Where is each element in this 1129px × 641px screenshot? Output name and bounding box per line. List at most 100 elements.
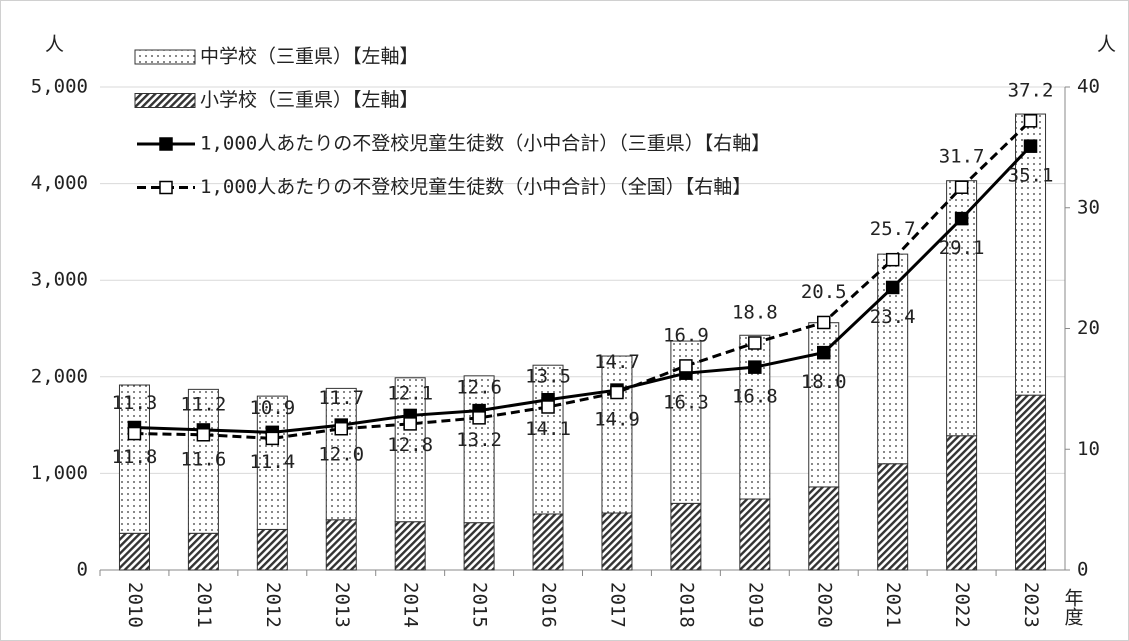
data-label: 11.8 <box>112 446 158 468</box>
x-tick-label: 2011 <box>193 582 215 628</box>
bar <box>670 502 702 571</box>
line <box>134 145 1032 434</box>
bar <box>463 375 495 524</box>
bar <box>739 498 771 571</box>
bar <box>325 387 357 521</box>
marker <box>748 360 762 374</box>
marker <box>954 211 969 226</box>
data-label: 16.9 <box>663 324 709 346</box>
x-tick-label: 2010 <box>124 582 146 628</box>
data-label: 11.2 <box>181 393 227 415</box>
bar <box>118 384 150 534</box>
marker <box>679 359 693 373</box>
data-label: 20.5 <box>801 281 847 303</box>
y-tick-label: 2,000 <box>31 365 88 387</box>
bar <box>808 486 840 571</box>
data-label: 14.7 <box>594 351 640 373</box>
marker <box>403 417 417 431</box>
legend-marker <box>159 180 173 195</box>
data-label: 14.9 <box>594 409 640 431</box>
marker <box>610 385 624 400</box>
marker <box>472 411 486 425</box>
x-tick-label: 2019 <box>744 582 766 628</box>
data-label: 23.4 <box>870 306 916 328</box>
marker <box>334 421 348 436</box>
x-tick-label: 2017 <box>606 582 628 628</box>
x-unit: 年度 <box>1062 588 1084 626</box>
marker <box>817 315 831 330</box>
legend-label: 小学校（三重県）【左軸】 <box>200 89 419 111</box>
bar <box>394 521 426 571</box>
data-label: 35.1 <box>1008 165 1054 187</box>
bar <box>256 528 288 571</box>
data-label: 18.0 <box>801 371 847 393</box>
x-tick-label: 2018 <box>675 582 697 628</box>
y-tick-label: 1,000 <box>31 462 88 484</box>
y-tick-label: 0 <box>77 559 88 581</box>
legend-swatch <box>134 93 196 108</box>
bar <box>1015 113 1047 396</box>
legend-label: 中学校（三重県）【左軸】 <box>200 46 419 68</box>
line <box>134 119 1032 440</box>
bar <box>877 253 909 465</box>
y-tick-label: 3,000 <box>31 269 88 291</box>
data-label: 10.9 <box>249 397 295 419</box>
marker <box>127 426 142 441</box>
y2-tick-label: 30 <box>1077 196 1100 218</box>
y2-unit: 人 <box>1097 34 1116 56</box>
y2-tick-label: 10 <box>1077 438 1100 460</box>
x-tick-label: 2020 <box>813 582 835 628</box>
y2-tick-label: 40 <box>1077 76 1100 98</box>
marker <box>885 280 900 295</box>
marker <box>748 336 762 350</box>
bar <box>601 512 633 571</box>
marker <box>885 252 900 267</box>
data-label: 16.8 <box>732 386 778 408</box>
data-label: 14.1 <box>525 418 571 440</box>
data-label: 25.7 <box>870 218 916 240</box>
x-tick-label: 2022 <box>951 582 973 628</box>
data-label: 12.8 <box>387 434 433 456</box>
marker <box>541 400 555 414</box>
data-label: 12.0 <box>318 444 364 466</box>
data-label: 11.4 <box>249 451 295 473</box>
bar <box>532 364 564 515</box>
data-label: 18.8 <box>732 301 778 323</box>
bar <box>601 355 633 514</box>
x-tick-label: 2021 <box>882 582 904 628</box>
marker <box>1023 139 1038 153</box>
marker <box>954 180 969 194</box>
marker <box>1023 114 1038 128</box>
legend-marker <box>159 137 173 151</box>
bar <box>325 519 357 571</box>
bar <box>877 463 909 571</box>
y2-tick-label: 0 <box>1077 559 1088 581</box>
data-label: 12.6 <box>456 376 502 398</box>
x-tick-label: 2013 <box>331 582 353 628</box>
x-tick-label: 2014 <box>400 582 422 628</box>
data-label: 11.7 <box>318 387 364 409</box>
legend-label: 1,000人あたりの不登校児童生徒数（小中合計）（三重県）【右軸】 <box>200 133 770 155</box>
bar <box>256 395 288 530</box>
bar <box>187 532 219 571</box>
data-label: 11.6 <box>181 448 227 470</box>
y-tick-label: 5,000 <box>31 76 88 98</box>
legend-label: 1,000人あたりの不登校児童生徒数（小中合計）（全国）【右軸】 <box>200 176 751 198</box>
bar <box>1015 394 1047 571</box>
marker <box>817 345 831 360</box>
x-tick-label: 2015 <box>469 582 491 628</box>
bar <box>394 377 426 523</box>
y2-tick-label: 20 <box>1077 317 1100 339</box>
legend-swatch <box>134 49 196 65</box>
x-tick-label: 2016 <box>538 582 560 628</box>
y-unit: 人 <box>45 34 64 56</box>
data-label: 11.3 <box>112 392 158 414</box>
x-tick-label: 2012 <box>262 582 284 628</box>
data-label: 13.5 <box>525 365 571 387</box>
bar <box>187 388 219 534</box>
x-tick-label: 2023 <box>1020 582 1042 628</box>
data-label: 37.2 <box>1008 79 1054 101</box>
marker <box>196 428 211 442</box>
bar <box>118 532 150 571</box>
bar <box>532 513 564 571</box>
